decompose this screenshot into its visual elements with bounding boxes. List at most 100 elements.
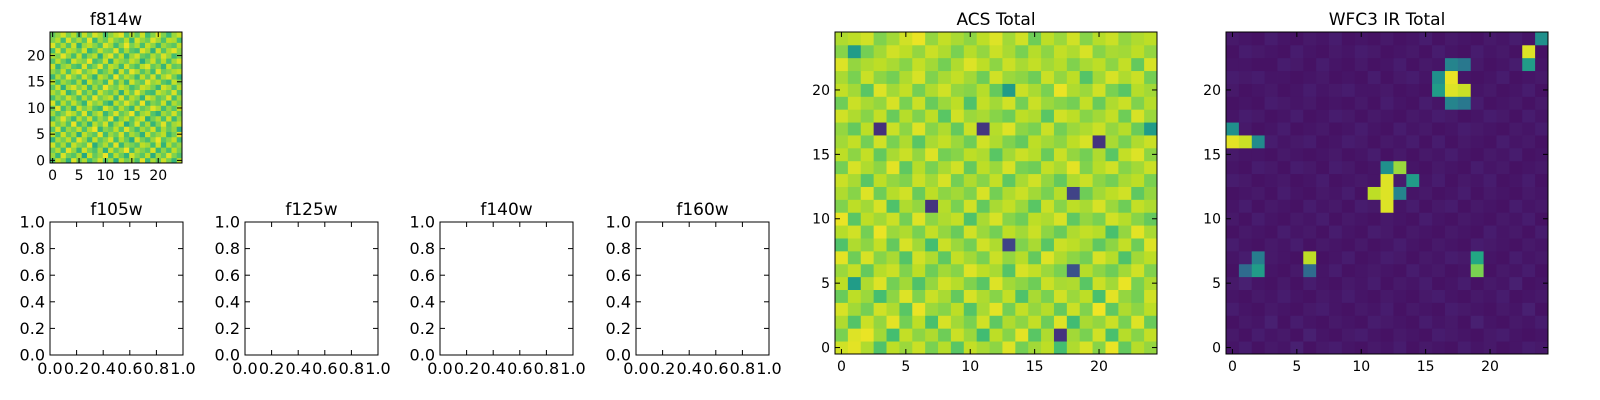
heatmap-cell (1144, 276, 1158, 290)
heatmap-cell (899, 109, 913, 123)
heatmap-cell (1341, 263, 1356, 278)
heatmap-cell (1105, 341, 1119, 355)
heatmap-cell (50, 42, 56, 49)
heatmap-cell (1444, 44, 1459, 59)
heatmap-cell (1419, 160, 1433, 175)
heatmap-cell (1341, 147, 1356, 162)
heatmap-cell (1419, 70, 1433, 84)
heatmap-cell (1535, 250, 1549, 265)
heatmap-cell (65, 115, 72, 122)
heatmap-cell (1444, 122, 1459, 136)
heatmap-cell (963, 44, 978, 59)
heatmap-cell (1329, 160, 1343, 175)
heatmap-cell (1066, 263, 1081, 278)
heatmap-cell (171, 47, 178, 54)
heatmap-cell (1470, 96, 1484, 110)
heatmap-cell (1118, 173, 1132, 187)
heatmap-cell (102, 100, 109, 106)
heatmap-cell (155, 131, 162, 138)
heatmap-cell (97, 105, 104, 111)
heatmap-cell (912, 225, 926, 239)
heatmap-cell (963, 225, 978, 239)
heatmap-cell (925, 289, 939, 303)
heatmap-cell (118, 105, 125, 111)
heatmap-cell (1079, 289, 1093, 303)
heatmap-cell (1238, 57, 1253, 72)
heatmap-cell (1380, 225, 1394, 239)
heatmap-cell (899, 32, 913, 46)
heatmap-cell (1290, 238, 1304, 252)
heatmap-cell (60, 47, 67, 54)
heatmap-cell (1079, 44, 1093, 59)
heatmap-cell (1226, 276, 1240, 290)
heatmap-cell (1092, 122, 1106, 136)
heatmap-cell (171, 121, 178, 127)
heatmap-cell (1238, 212, 1253, 226)
heatmap-cell (1028, 83, 1042, 97)
heatmap-cell (123, 115, 130, 122)
heatmap-cell (847, 160, 862, 175)
heatmap-cell (123, 105, 130, 111)
heatmap-cell (1380, 328, 1394, 342)
heatmap-cell (1131, 70, 1145, 84)
heatmap-cell (1118, 250, 1132, 265)
heatmap-cell (1303, 315, 1317, 329)
heatmap-cell (1522, 289, 1536, 303)
heatmap-cell (176, 147, 183, 153)
heatmap-cell (938, 44, 952, 59)
heatmap-cell (1015, 109, 1029, 123)
heatmap-cell (1535, 147, 1549, 162)
heatmap-cell (1277, 276, 1291, 290)
heatmap-cell (1226, 263, 1240, 278)
heatmap-cell (1028, 328, 1042, 342)
heatmap-cell (155, 68, 162, 75)
heatmap-cell (1144, 263, 1158, 278)
heatmap-cell (886, 315, 900, 329)
y-tick-label: 5 (36, 127, 45, 143)
heatmap-cell (950, 70, 965, 84)
heatmap-cell (1432, 341, 1446, 355)
heatmap-cell (989, 44, 1003, 59)
heatmap-cell (176, 100, 183, 106)
heatmap-cell (65, 94, 72, 101)
heatmap-cell (1079, 341, 1093, 355)
heatmap-cell (1066, 225, 1081, 239)
heatmap-cell (1277, 96, 1291, 110)
heatmap-cell (847, 186, 862, 200)
heatmap-cell (1380, 122, 1394, 136)
heatmap-cell (1290, 70, 1304, 84)
heatmap-cell (108, 37, 114, 43)
heatmap-cell (1079, 250, 1093, 265)
heatmap-cell (118, 47, 125, 54)
heatmap-cell (92, 58, 98, 64)
heatmap-cell (1105, 250, 1119, 265)
heatmap-cell (171, 32, 178, 38)
x-tick-label: 10 (97, 168, 115, 184)
x-tick-label: 0.8 (144, 359, 169, 378)
heatmap-cell (938, 122, 952, 136)
heatmap-cell (1144, 135, 1158, 149)
heatmap-cell (1393, 212, 1407, 226)
x-tick-label: 1.0 (560, 359, 585, 378)
heatmap-cell (1264, 122, 1278, 136)
chart-title: WFC3 IR Total (1329, 10, 1446, 30)
heatmap-cell (1483, 328, 1497, 342)
heatmap-cell (1105, 109, 1119, 123)
heatmap-cell (1457, 135, 1472, 149)
heatmap-cell (899, 276, 913, 290)
heatmap-cell (1329, 315, 1343, 329)
heatmap-cell (938, 238, 952, 252)
heatmap-cell (160, 32, 167, 38)
y-tick-label: 20 (27, 48, 45, 64)
heatmap-cell (81, 131, 88, 138)
heatmap-cell (50, 100, 56, 106)
heatmap-cell (1496, 173, 1510, 187)
heatmap-cell (1367, 96, 1381, 110)
heatmap-cell (1028, 315, 1042, 329)
heatmap-cell (118, 157, 125, 164)
heatmap-cell (1509, 276, 1523, 290)
heatmap-cell (150, 94, 156, 101)
y-tick-label: 0.2 (410, 319, 435, 338)
heatmap-cell (92, 157, 98, 164)
